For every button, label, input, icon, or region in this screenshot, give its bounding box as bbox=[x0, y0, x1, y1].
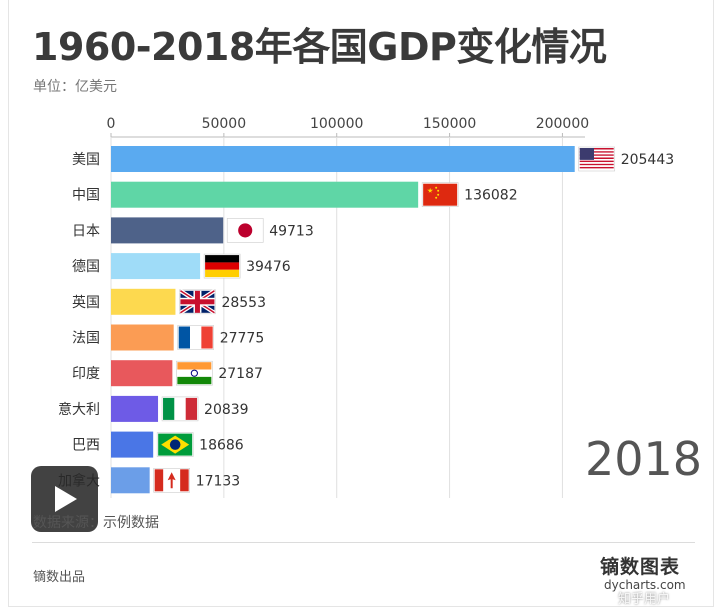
category-label: 印度 bbox=[72, 366, 100, 382]
category-label: 中国 bbox=[72, 188, 100, 204]
brand-logo: 镝数图表 bbox=[600, 556, 681, 578]
value-label: 136082 bbox=[464, 188, 517, 204]
category-label: 美国 bbox=[72, 152, 100, 168]
x-tick-label: 200000 bbox=[536, 116, 589, 132]
brand-url: dycharts.com bbox=[604, 578, 686, 592]
bar bbox=[111, 467, 150, 494]
bar bbox=[111, 360, 173, 387]
value-label: 17133 bbox=[196, 473, 241, 489]
value-label: 28553 bbox=[221, 295, 266, 311]
bar bbox=[111, 431, 154, 458]
category-label: 巴西 bbox=[72, 438, 100, 454]
bar bbox=[111, 253, 201, 280]
value-label: 27775 bbox=[220, 331, 265, 347]
value-label: 27187 bbox=[218, 366, 263, 382]
bar bbox=[111, 324, 174, 351]
value-label: 49713 bbox=[269, 223, 314, 239]
value-label: 39476 bbox=[246, 259, 291, 275]
category-label: 英国 bbox=[72, 294, 100, 311]
category-label: 法国 bbox=[72, 331, 100, 347]
footer-divider bbox=[32, 542, 695, 543]
category-label: 日本 bbox=[72, 223, 100, 239]
us-flag-icon bbox=[578, 146, 616, 172]
value-label: 18686 bbox=[199, 438, 244, 454]
category-label: 德国 bbox=[72, 259, 100, 275]
data-source: 数据来源：示例数据 bbox=[33, 515, 159, 531]
france-flag-icon bbox=[177, 325, 214, 350]
canada-flag-icon bbox=[153, 467, 190, 493]
bar bbox=[111, 181, 419, 208]
play-button[interactable] bbox=[31, 466, 98, 532]
category-label: 意大利 bbox=[58, 401, 100, 418]
year-label: 2018 bbox=[585, 432, 703, 486]
italy-flag-icon bbox=[161, 396, 199, 422]
x-tick-label: 100000 bbox=[310, 116, 363, 132]
brazil-flag-icon bbox=[156, 432, 194, 457]
producer-label: 镝数出品 bbox=[33, 570, 86, 585]
value-label: 205443 bbox=[621, 152, 674, 168]
uk-flag-icon bbox=[179, 289, 216, 315]
bar bbox=[111, 146, 575, 172]
chart-title: 1960-2018年各国GDP变化情况 bbox=[32, 25, 607, 69]
india-flag-icon bbox=[176, 360, 213, 386]
watermark: 知乎用户 bbox=[618, 592, 671, 607]
unit-label: 单位：亿美元 bbox=[33, 79, 117, 95]
x-tick-label: 50000 bbox=[202, 116, 247, 132]
japan-flag-icon bbox=[226, 218, 264, 243]
bar bbox=[111, 395, 159, 422]
bar bbox=[111, 217, 224, 244]
play-icon bbox=[55, 486, 77, 512]
germany-flag-icon bbox=[203, 253, 241, 279]
bar bbox=[111, 288, 176, 315]
value-label: 20839 bbox=[204, 402, 249, 418]
china-flag-icon bbox=[421, 182, 459, 207]
x-tick-label: 0 bbox=[107, 116, 116, 132]
x-tick-label: 150000 bbox=[423, 116, 476, 132]
